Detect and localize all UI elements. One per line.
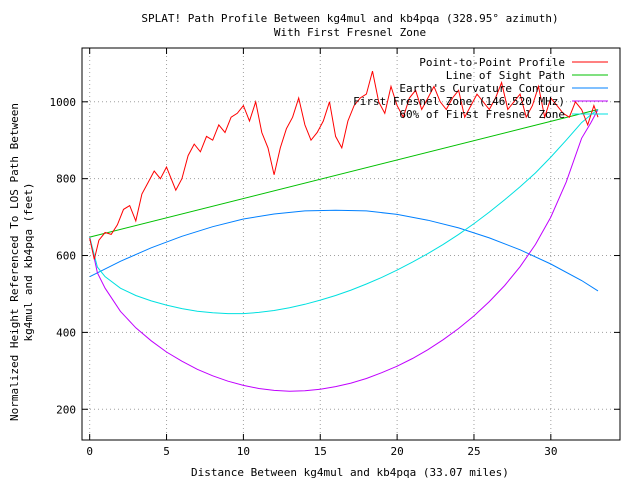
chart-title: SPLAT! Path Profile Between kg4mul and k… bbox=[141, 12, 558, 25]
legend-label: Line of Sight Path bbox=[446, 69, 565, 82]
x-ticks: 0 5 10 15 20 25 30 bbox=[86, 48, 557, 458]
grid bbox=[82, 48, 620, 440]
y-ticks: 200 400 600 800 1000 bbox=[50, 96, 620, 416]
x-tick-label: 15 bbox=[314, 445, 327, 458]
series-lines bbox=[89, 70, 599, 392]
x-tick-label: 25 bbox=[467, 445, 480, 458]
x-tick-label: 20 bbox=[390, 445, 403, 458]
y-axis-label-line-1: Normalized Height Referenced To LOS Path… bbox=[8, 103, 21, 421]
y-axis-label-line-2: kg4mul and kb4pqa (feet) bbox=[22, 183, 35, 342]
y-tick-label: 200 bbox=[56, 403, 76, 416]
legend-label: Point-to-Point Profile bbox=[419, 56, 565, 69]
x-tick-label: 30 bbox=[544, 445, 557, 458]
series-line-earth-s-curvature-contour bbox=[89, 209, 599, 292]
legend-label: First Fresnel Zone (146.520 MHz) bbox=[353, 95, 565, 108]
y-tick-label: 600 bbox=[56, 250, 76, 263]
x-tick-label: 10 bbox=[237, 445, 250, 458]
y-tick-label: 400 bbox=[56, 326, 76, 339]
x-axis-label: Distance Between kg4mul and kb4pqa (33.0… bbox=[191, 466, 509, 479]
legend-label: 60% of First Fresnel Zone bbox=[399, 108, 565, 121]
legend-label: Earth's Curvature Contour bbox=[399, 82, 565, 95]
series-line-line-of-sight-path bbox=[89, 109, 599, 238]
x-tick-label: 5 bbox=[163, 445, 170, 458]
series-line-first-fresnel-zone-146-520-mhz bbox=[89, 109, 599, 392]
y-tick-label: 1000 bbox=[50, 96, 77, 109]
y-tick-label: 800 bbox=[56, 173, 76, 186]
chart-subtitle: With First Fresnel Zone bbox=[274, 26, 426, 39]
x-tick-label: 0 bbox=[86, 445, 93, 458]
plot-frame bbox=[81, 47, 621, 441]
series-line-point-to-point-profile bbox=[89, 70, 599, 260]
series-line-60-of-first-fresnel-zone bbox=[89, 109, 599, 315]
